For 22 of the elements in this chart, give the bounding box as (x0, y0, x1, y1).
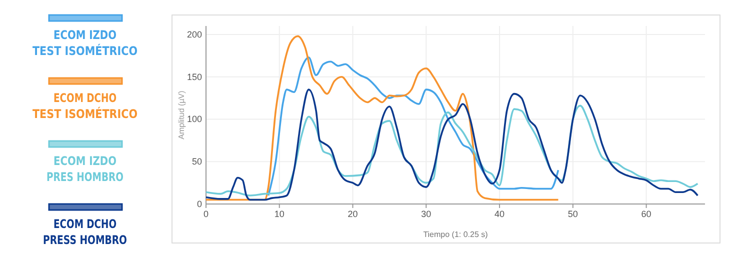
line-series (205, 35, 560, 201)
x-tick-label: 50 (568, 209, 578, 219)
y-tick-label: 150 (186, 72, 202, 82)
x-tick-label: 0 (203, 209, 209, 219)
text: ECOM DCHO PRESS HOMBRO (43, 217, 151, 247)
y-tick-label: 50 (192, 156, 202, 167)
x-tick-label: 30 (421, 209, 432, 219)
line-series (205, 88, 699, 201)
x-tick-label: 60 (641, 209, 652, 219)
x-tick-label: 40 (494, 209, 505, 219)
y-tick-label: 200 (186, 29, 202, 40)
y-axis-title: Amplitud (µV) (177, 90, 186, 140)
text: ECOM IZDO TEST ISOMÉTRICO (32, 28, 154, 58)
x-axis-title: Tiempo (1: 0.25 s) (423, 230, 488, 239)
line-series (205, 104, 699, 196)
x-tick-label: 10 (274, 209, 284, 219)
y-tick-label: 0 (196, 199, 202, 209)
line-series (267, 56, 560, 196)
text: ECOM DCHO TEST ISOMÉTRICO (32, 91, 154, 121)
text: ECOM IZDO PRES HOMBRO (46, 154, 146, 184)
y-tick-label: 100 (186, 114, 202, 124)
x-tick-label: 20 (348, 209, 358, 219)
